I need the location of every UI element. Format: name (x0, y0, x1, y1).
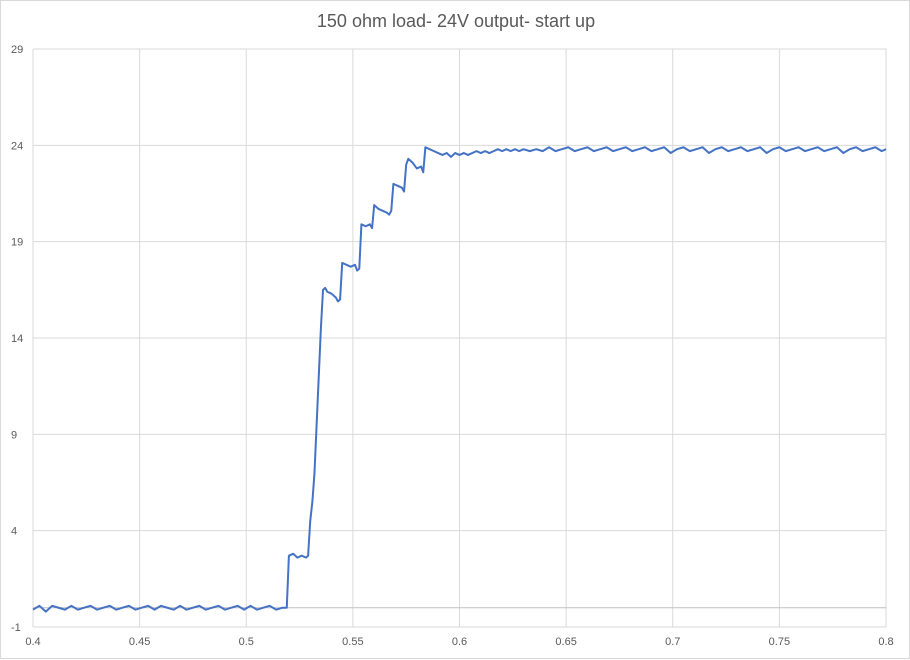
y-tick-label: 24 (11, 140, 23, 152)
x-tick-label: 0.45 (129, 636, 150, 648)
x-tick-label: 0.5 (239, 636, 254, 648)
y-tick-label: 14 (11, 333, 23, 345)
y-tick-label: 4 (11, 526, 17, 538)
x-tick-label: 0.8 (878, 636, 893, 648)
series-line (32, 146, 887, 613)
x-tick-label: 0.75 (769, 636, 790, 648)
x-tick-label: 0.7 (665, 636, 680, 648)
y-tick-label: 19 (11, 237, 23, 249)
x-tick-label: 0.65 (555, 636, 576, 648)
x-tick-label: 0.55 (342, 636, 363, 648)
x-tick-label: 0.6 (452, 636, 467, 648)
series-layer (32, 146, 887, 613)
grid-layer (32, 48, 887, 628)
y-tick-label: 9 (11, 429, 17, 441)
chart-title: 150 ohm load- 24V output- start up (316, 11, 596, 31)
y-tick-label: -1 (11, 622, 21, 634)
x-tick-label: 0.4 (25, 636, 40, 648)
tick-label-layer: 0.4 0.45 0.5 0.55 0.6 0.65 0.7 0.75 0.8 -1 4 9 14 19 2… (11, 44, 894, 648)
y-tick-label: 29 (11, 44, 23, 56)
